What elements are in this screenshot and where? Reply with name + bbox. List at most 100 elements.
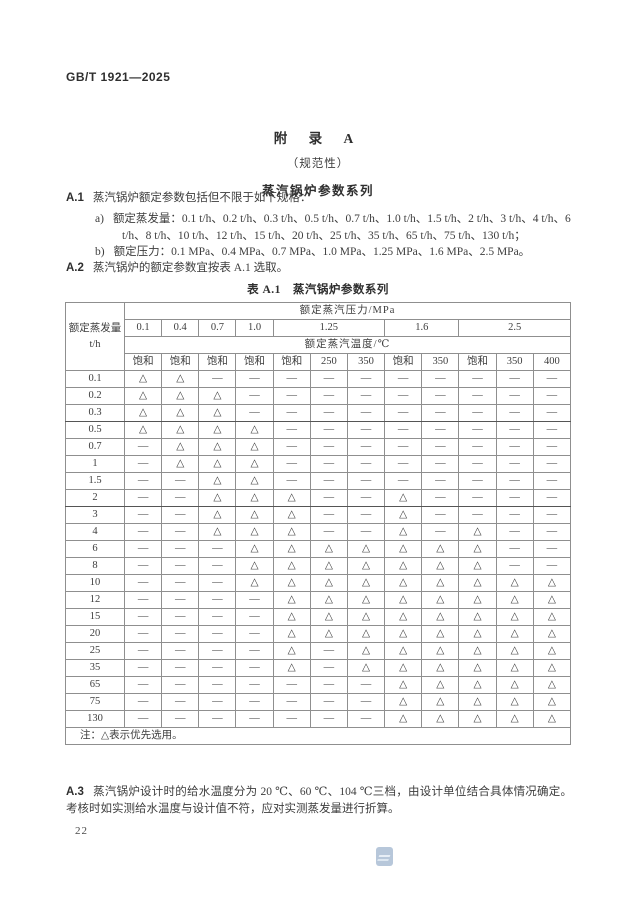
table-row: 15— — — — △ △ △ △ △ △ △ △ [65, 608, 572, 626]
appendix-title-block: 附 录 A （规范性） 蒸汽锅炉参数系列 [0, 127, 636, 199]
pressure-value: 2.5 [458, 319, 571, 337]
table-note-row: 注：△表示优先选用。 [65, 727, 571, 745]
temperature-value: 饱和 [123, 353, 163, 371]
preferred-triangle-cell: △ [272, 540, 311, 558]
evaporation-value: 4 [65, 523, 125, 541]
list-item-b-label: b) [95, 246, 105, 258]
preferred-triangle-cell: △ [123, 387, 163, 405]
clause-a3-label: A.3 [66, 786, 84, 798]
not-applicable-dash-cell: — [123, 438, 163, 456]
table-row: 0.3 △ △ △ — — — — — — — — — [65, 404, 572, 422]
preferred-triangle-cell: △ [421, 608, 460, 626]
not-applicable-dash-cell: — [198, 370, 237, 388]
preferred-triangle-cell: △ [384, 608, 423, 626]
preferred-triangle-cell: △ [532, 574, 572, 592]
clause-a2-text: 蒸汽锅炉的额定参数宜按表 A.1 选取。 [92, 262, 289, 274]
not-applicable-dash-cell: — [421, 421, 460, 439]
not-applicable-dash-cell: — [346, 404, 386, 422]
not-applicable-dash-cell: — [235, 404, 274, 422]
preferred-triangle-cell: △ [384, 676, 423, 694]
not-applicable-dash-cell: — [309, 506, 348, 524]
not-applicable-dash-cell: — [346, 421, 386, 439]
not-applicable-dash-cell: — [532, 557, 572, 575]
temperature-value: 饱和 [458, 353, 497, 371]
preferred-triangle-cell: △ [235, 506, 274, 524]
preferred-triangle-cell: △ [123, 370, 163, 388]
temperature-value: 350 [421, 353, 460, 371]
preferred-triangle-cell: △ [123, 404, 163, 422]
not-applicable-dash-cell: — [161, 557, 200, 575]
pressure-value: 0.1 [123, 319, 163, 337]
not-applicable-dash-cell: — [161, 472, 200, 490]
pressure-value: 1.6 [384, 319, 460, 337]
table-body: 0.1 △ △ — — — — — — — — — —0.2 △ △ △ — — — — — — — — —0.3 △ △ △ — — — —… [65, 370, 572, 728]
preferred-triangle-cell: △ [198, 472, 237, 490]
not-applicable-dash-cell: — [495, 557, 534, 575]
not-applicable-dash-cell: — [161, 540, 200, 558]
not-applicable-dash-cell: — [346, 693, 386, 711]
preferred-triangle-cell: △ [532, 676, 572, 694]
pressure-group-header: 额定蒸汽压力/MPa [124, 302, 571, 320]
evaporation-value: 1 [65, 455, 125, 473]
table-row: 1— △ △ △ — — — — — — — — [65, 455, 572, 473]
preferred-triangle-cell: △ [458, 625, 497, 643]
preferred-triangle-cell: △ [384, 591, 423, 609]
not-applicable-dash-cell: — [421, 472, 460, 490]
not-applicable-dash-cell: — [235, 659, 274, 677]
evaporation-value: 0.2 [65, 387, 125, 405]
not-applicable-dash-cell: — [458, 404, 497, 422]
preferred-triangle-cell: △ [235, 540, 274, 558]
evaporation-value: 20 [65, 625, 125, 643]
not-applicable-dash-cell: — [235, 625, 274, 643]
not-applicable-dash-cell: — [272, 370, 311, 388]
not-applicable-dash-cell: — [161, 693, 200, 711]
not-applicable-dash-cell: — [458, 489, 497, 507]
preferred-triangle-cell: △ [384, 506, 423, 524]
preferred-triangle-cell: △ [161, 370, 200, 388]
not-applicable-dash-cell: — [384, 370, 423, 388]
preferred-triangle-cell: △ [272, 608, 311, 626]
not-applicable-dash-cell: — [421, 506, 460, 524]
not-applicable-dash-cell: — [309, 455, 348, 473]
preferred-triangle-cell: △ [198, 387, 237, 405]
preferred-triangle-cell: △ [532, 659, 572, 677]
not-applicable-dash-cell: — [235, 370, 274, 388]
table-row: 130— — — — — — — △ △ △ △ △ [65, 710, 572, 728]
preferred-triangle-cell: △ [532, 591, 572, 609]
not-applicable-dash-cell: — [123, 523, 163, 541]
evaporation-value: 3 [65, 506, 125, 524]
not-applicable-dash-cell: — [532, 370, 572, 388]
evaporation-value: 0.3 [65, 404, 125, 422]
not-applicable-dash-cell: — [421, 387, 460, 405]
not-applicable-dash-cell: — [272, 421, 311, 439]
preferred-triangle-cell: △ [272, 523, 311, 541]
not-applicable-dash-cell: — [309, 438, 348, 456]
not-applicable-dash-cell: — [495, 472, 534, 490]
not-applicable-dash-cell: — [346, 387, 386, 405]
not-applicable-dash-cell: — [309, 404, 348, 422]
not-applicable-dash-cell: — [161, 676, 200, 694]
not-applicable-dash-cell: — [458, 455, 497, 473]
preferred-triangle-cell: △ [198, 506, 237, 524]
preferred-triangle-cell: △ [532, 625, 572, 643]
not-applicable-dash-cell: — [309, 421, 348, 439]
not-applicable-dash-cell: — [161, 625, 200, 643]
not-applicable-dash-cell: — [198, 591, 237, 609]
preferred-triangle-cell: △ [235, 574, 274, 592]
not-applicable-dash-cell: — [532, 438, 572, 456]
not-applicable-dash-cell: — [309, 523, 348, 541]
not-applicable-dash-cell: — [421, 455, 460, 473]
not-applicable-dash-cell: — [123, 659, 163, 677]
preferred-triangle-cell: △ [272, 574, 311, 592]
table-row: 10— — — △ △ △ △ △ △ △ △ △ [65, 574, 572, 592]
not-applicable-dash-cell: — [458, 387, 497, 405]
appendix-subtitle: （规范性） [286, 158, 350, 170]
not-applicable-dash-cell: — [421, 438, 460, 456]
appendix-title: 附 录 A [273, 131, 363, 146]
preferred-triangle-cell: △ [346, 591, 386, 609]
preferred-triangle-cell: △ [458, 710, 497, 728]
not-applicable-dash-cell: — [495, 438, 534, 456]
preferred-triangle-cell: △ [458, 523, 497, 541]
not-applicable-dash-cell: — [495, 370, 534, 388]
